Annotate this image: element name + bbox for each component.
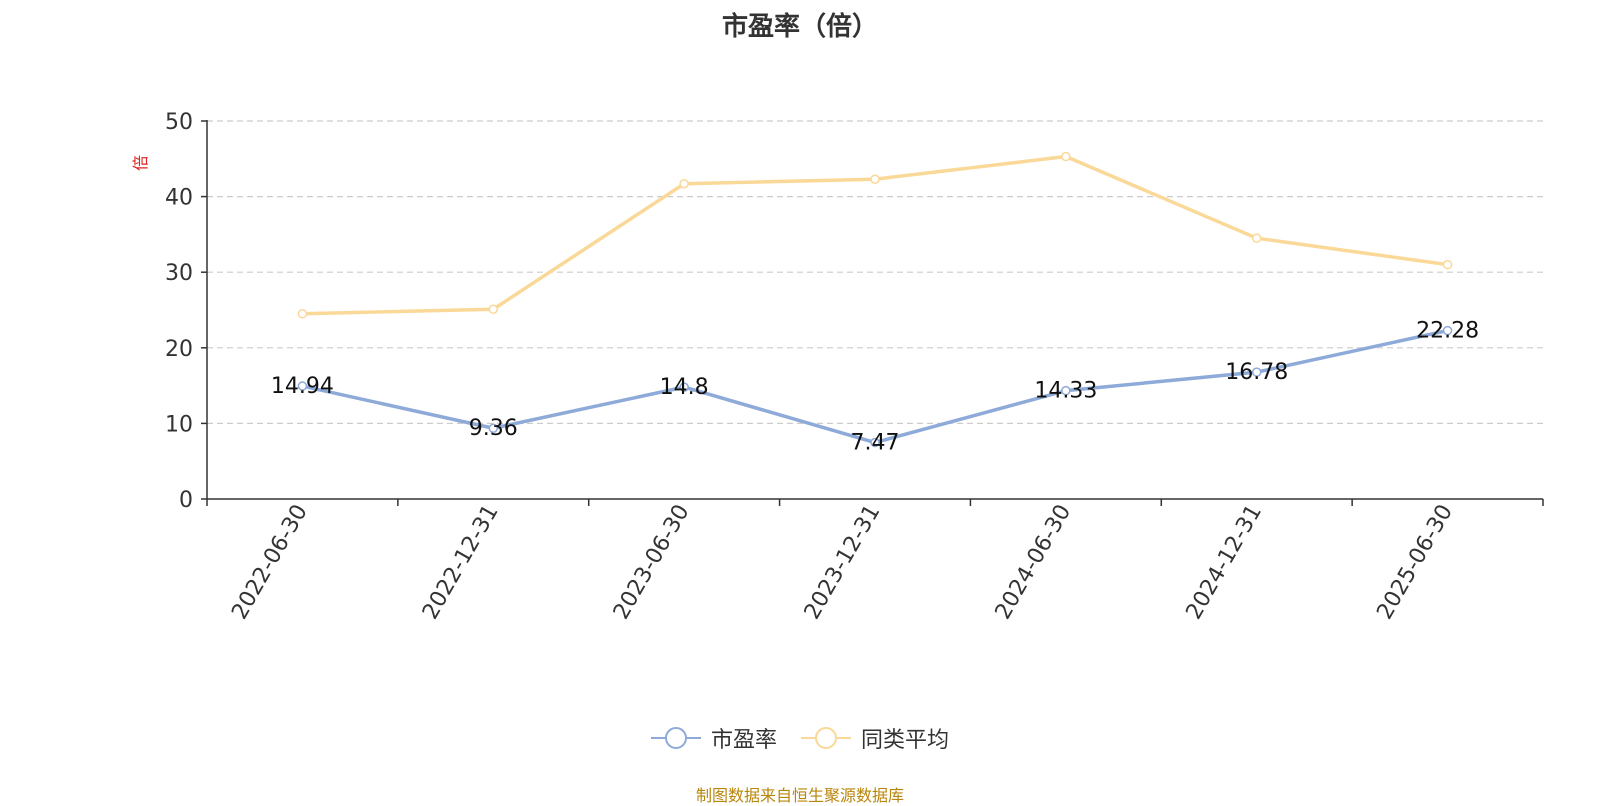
data-point-0 xyxy=(870,437,880,448)
data-point-0 xyxy=(679,382,689,392)
legend-marker-pe-icon xyxy=(650,727,701,749)
data-label: 14.8 xyxy=(660,375,709,400)
data-point-0 xyxy=(1061,385,1071,396)
legend-marker-peer-icon xyxy=(801,727,851,749)
x-tick-label: 2025-06-30 xyxy=(1372,501,1458,624)
data-point-1 xyxy=(1251,233,1262,243)
y-tick-label: 20 xyxy=(165,337,193,362)
data-point-0 xyxy=(1442,325,1453,336)
data-point-1 xyxy=(1061,151,1071,162)
x-tick-label: 2022-06-30 xyxy=(227,501,313,624)
axes: 0 10 20 30 40 50 2022-06-30 2022-12-31 2023-06-3… xyxy=(165,110,1544,624)
legend: 市盈率 同类平均 xyxy=(0,722,1600,754)
legend-item-peer-average[interactable]: 同类平均 xyxy=(801,722,949,754)
data-point-1 xyxy=(679,178,689,189)
data-label: 14.94 xyxy=(271,374,334,399)
data-label: 16.78 xyxy=(1225,360,1288,385)
data-point-1 xyxy=(297,309,308,319)
data-point-1 xyxy=(488,304,499,314)
chart-title: 市盈率（倍） xyxy=(721,12,878,42)
data-labels: 14.94 9.36 14.8 7.47 14.33 16.78 22.28 xyxy=(271,319,1479,456)
y-axis-label: 倍 xyxy=(131,155,150,171)
legend-item-pe[interactable]: 市盈率 xyxy=(650,722,777,754)
x-tick-label: 2023-12-31 xyxy=(800,501,886,624)
legend-label-pe: 市盈率 xyxy=(710,728,777,753)
x-tick-label: 2022-12-31 xyxy=(418,501,504,624)
data-label: 14.33 xyxy=(1034,379,1097,404)
y-tick-label: 50 xyxy=(165,110,193,135)
gridlines xyxy=(207,120,1543,424)
x-tick-label: 2023-06-30 xyxy=(609,501,695,624)
data-point-1 xyxy=(870,174,880,184)
series xyxy=(297,151,1453,448)
data-point-0 xyxy=(1251,367,1262,377)
data-label: 22.28 xyxy=(1416,319,1479,344)
y-tick-label: 10 xyxy=(165,412,193,437)
y-tick-label: 30 xyxy=(165,261,193,286)
data-source-note: 制图数据来自恒生聚源数据库 xyxy=(695,786,904,805)
y-tick-label: 0 xyxy=(179,488,193,513)
data-point-0 xyxy=(297,381,308,391)
data-label: 7.47 xyxy=(851,431,900,456)
data-point-0 xyxy=(488,423,499,433)
x-tick-label: 2024-06-30 xyxy=(991,501,1077,624)
data-point-1 xyxy=(1442,259,1453,270)
legend-label-peer-average: 同类平均 xyxy=(861,728,950,753)
y-tick-label: 40 xyxy=(165,186,193,211)
x-tick-label: 2024-12-31 xyxy=(1182,501,1268,624)
data-label: 9.36 xyxy=(469,416,518,441)
